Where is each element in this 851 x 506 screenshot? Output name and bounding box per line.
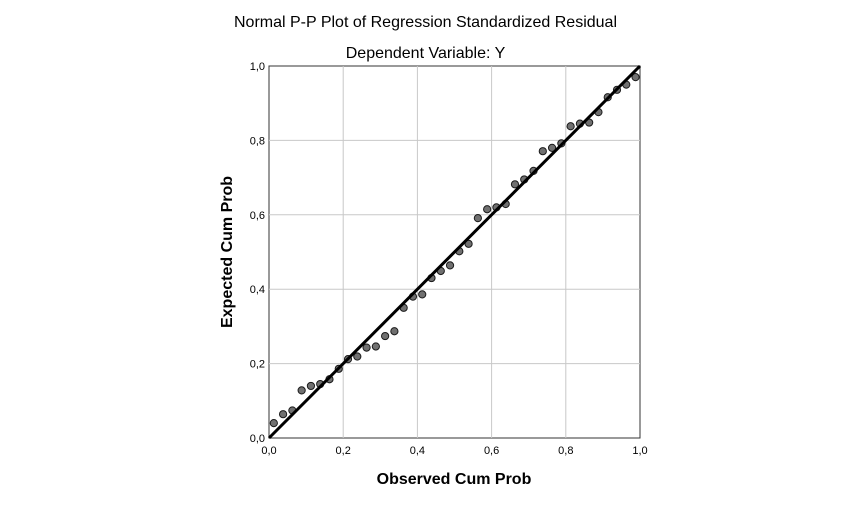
reference-line <box>267 64 642 440</box>
y-tick-label: 0,6 <box>250 210 265 222</box>
x-tick-label: 0,8 <box>558 445 573 457</box>
data-point <box>381 331 390 341</box>
grid-lines <box>268 65 641 439</box>
data-point <box>362 343 371 352</box>
data-point <box>547 143 557 152</box>
y-tick-label: 0,4 <box>250 284 265 296</box>
y-tick-label: 0,0 <box>250 433 265 445</box>
x-axis-title: Observed Cum Prob <box>377 471 532 488</box>
data-point <box>538 147 547 156</box>
data-point <box>464 239 473 248</box>
data-point <box>510 180 520 189</box>
data-point <box>566 122 575 131</box>
plot-frame <box>268 65 641 439</box>
data-point <box>631 73 640 82</box>
y-tick-label: 0,2 <box>250 359 265 371</box>
x-tick-label: 0,2 <box>336 445 351 457</box>
reference-line-group <box>267 64 642 440</box>
x-tick-label: 0,0 <box>261 445 276 457</box>
data-point <box>390 327 399 336</box>
data-point <box>297 386 306 395</box>
data-point <box>269 419 278 428</box>
x-tick-label: 1,0 <box>632 445 647 457</box>
data-point <box>418 290 427 299</box>
data-point <box>353 352 362 361</box>
chart-title: Normal P-P Plot of Regression Standardiz… <box>234 14 617 31</box>
y-tick-label: 1,0 <box>250 61 265 73</box>
x-tick-label: 0,6 <box>484 445 499 457</box>
data-point <box>483 205 492 214</box>
data-point <box>371 342 380 351</box>
data-point <box>278 410 288 419</box>
y-tick-label: 0,8 <box>250 135 265 147</box>
data-point <box>306 381 316 391</box>
y-axis-title: Expected Cum Prob <box>219 176 236 328</box>
data-point <box>473 214 482 223</box>
data-point <box>445 261 455 270</box>
x-tick-label: 0,4 <box>410 445 425 457</box>
chart-subtitle: Dependent Variable: Y <box>346 45 506 62</box>
tick-labels: 0,00,0 0,2 0,2 0,4 0,4 0,6 0,6 0,8 0,8 1,0 1,0 <box>250 61 648 457</box>
